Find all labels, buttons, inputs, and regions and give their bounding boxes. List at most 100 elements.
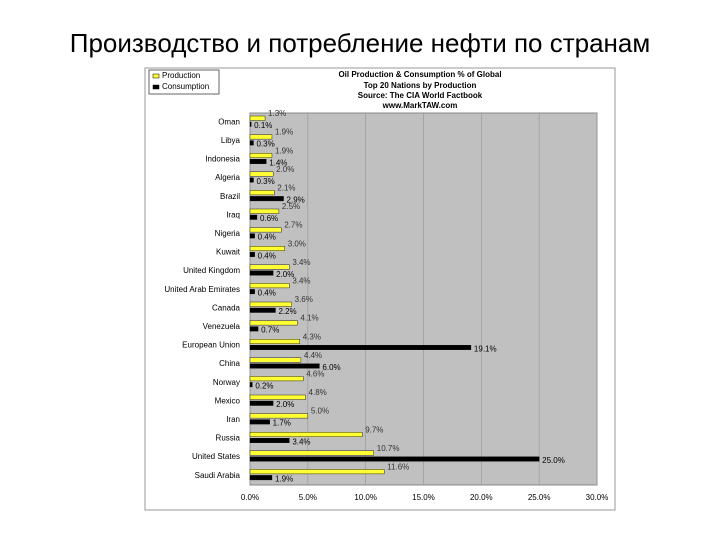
y-tick-label: European Union xyxy=(182,341,240,350)
value-label: 2.9% xyxy=(287,196,305,205)
y-tick-label: Mexico xyxy=(215,396,241,405)
legend-label: Production xyxy=(162,71,200,80)
value-label: 2.0% xyxy=(276,165,294,174)
bar xyxy=(249,301,292,307)
bar xyxy=(249,115,266,121)
value-label: 0.4% xyxy=(258,251,276,260)
bar xyxy=(249,171,274,177)
value-label: 1.7% xyxy=(273,419,291,428)
value-label: 1.9% xyxy=(275,128,293,137)
bar xyxy=(249,363,320,369)
bar xyxy=(249,475,273,481)
bar xyxy=(249,320,298,326)
bar xyxy=(249,264,290,270)
bar xyxy=(249,413,309,419)
value-label: 3.6% xyxy=(295,295,313,304)
value-label: 4.3% xyxy=(303,332,321,341)
bar xyxy=(249,270,274,276)
legend-label: Consumption xyxy=(162,82,209,91)
bar xyxy=(249,158,267,164)
value-label: 2.0% xyxy=(276,270,294,279)
value-label: 1.9% xyxy=(275,146,293,155)
x-tick-label: 10.0% xyxy=(354,493,377,502)
bar xyxy=(249,345,472,350)
value-label: 0.7% xyxy=(261,326,279,335)
bar xyxy=(249,438,290,443)
legend-swatch xyxy=(152,73,160,79)
bar xyxy=(249,134,273,140)
value-label: 0.1% xyxy=(254,121,272,130)
bar xyxy=(249,450,374,456)
value-label: 3.4% xyxy=(292,437,310,446)
value-label: 2.1% xyxy=(277,184,295,193)
value-label: 1.3% xyxy=(268,109,286,118)
y-tick-label: Canada xyxy=(212,303,241,312)
y-tick-label: United Kingdom xyxy=(183,266,240,275)
value-label: 4.4% xyxy=(304,351,322,360)
value-label: 1.4% xyxy=(269,158,287,167)
x-tick-label: 15.0% xyxy=(412,493,435,502)
value-label: 0.2% xyxy=(255,382,273,391)
legend-swatch xyxy=(152,84,160,90)
bar xyxy=(249,233,255,239)
y-tick-label: Venezuela xyxy=(203,322,241,331)
y-tick-label: Norway xyxy=(213,378,240,387)
chart-subtitle: www.MarkTAW.com xyxy=(382,101,458,110)
value-label: 10.7% xyxy=(377,444,400,453)
value-label: 2.5% xyxy=(282,202,300,211)
y-tick-label: Algeria xyxy=(215,173,240,182)
bar xyxy=(249,307,276,313)
value-label: 4.1% xyxy=(300,314,318,323)
bar xyxy=(249,177,254,183)
bar xyxy=(249,208,280,214)
y-tick-label: Indonesia xyxy=(205,155,240,164)
y-tick-label: Brazil xyxy=(220,192,240,201)
bar xyxy=(249,214,258,220)
bar xyxy=(249,339,300,344)
bar xyxy=(249,326,259,332)
y-tick-label: Russia xyxy=(216,434,241,443)
y-tick-label: Iraq xyxy=(226,210,240,219)
value-label: 11.6% xyxy=(387,463,409,472)
value-label: 0.3% xyxy=(256,177,274,186)
x-tick-label: 0.0% xyxy=(241,493,259,502)
bar xyxy=(249,469,385,475)
bar xyxy=(249,456,540,462)
y-tick-label: China xyxy=(219,359,240,368)
bar xyxy=(249,140,254,146)
y-tick-label: United Arab Emirates xyxy=(164,285,240,294)
slide-title: Производство и потребление нефти по стра… xyxy=(70,28,651,58)
value-label: 25.0% xyxy=(542,456,565,465)
value-label: 6.0% xyxy=(322,363,340,372)
value-label: 2.0% xyxy=(276,400,294,409)
bar xyxy=(249,400,274,406)
bar xyxy=(249,190,275,196)
bar xyxy=(249,382,253,388)
bar xyxy=(249,196,284,202)
y-tick-label: Saudi Arabia xyxy=(195,471,241,480)
value-label: 2.7% xyxy=(284,221,302,230)
value-label: 3.4% xyxy=(292,277,310,286)
y-tick-label: Iran xyxy=(226,415,240,424)
bar xyxy=(249,357,302,363)
y-tick-label: Libya xyxy=(221,136,241,145)
value-label: 4.8% xyxy=(309,388,327,397)
bar xyxy=(249,394,306,400)
x-tick-label: 30.0% xyxy=(586,493,609,502)
bar xyxy=(249,121,252,127)
chart-subtitle: Top 20 Nations by Production xyxy=(364,81,477,90)
y-tick-label: Kuwait xyxy=(216,248,241,257)
legend-box xyxy=(148,69,220,95)
bar xyxy=(249,432,363,437)
x-tick-label: 5.0% xyxy=(299,493,317,502)
x-tick-label: 20.0% xyxy=(470,493,493,502)
chart-title: Oil Production & Consumption % of Global xyxy=(338,70,501,79)
bar xyxy=(249,289,255,295)
value-label: 0.3% xyxy=(256,140,274,149)
bar xyxy=(249,227,282,233)
y-tick-label: Oman xyxy=(218,117,240,126)
value-label: 5.0% xyxy=(311,407,329,416)
value-label: 3.0% xyxy=(288,239,306,248)
value-label: 0.4% xyxy=(258,233,276,242)
